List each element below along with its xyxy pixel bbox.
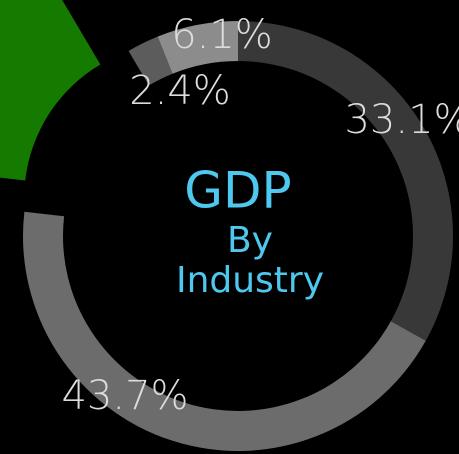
value-label: 33.1% xyxy=(344,97,459,143)
donut-segment xyxy=(157,21,238,74)
value-label: 2.4% xyxy=(129,68,231,114)
chart-subtitle: By xyxy=(227,220,273,261)
donut-segment xyxy=(238,21,453,341)
donut-segment xyxy=(128,36,173,86)
donut-segment xyxy=(23,211,426,452)
donut-segment xyxy=(0,0,101,181)
value-label: 43.7% xyxy=(61,373,188,419)
chart-title: GDP xyxy=(184,162,291,220)
value-label: 6.1% xyxy=(171,12,273,58)
chart-subtitle: Industry xyxy=(176,260,324,301)
